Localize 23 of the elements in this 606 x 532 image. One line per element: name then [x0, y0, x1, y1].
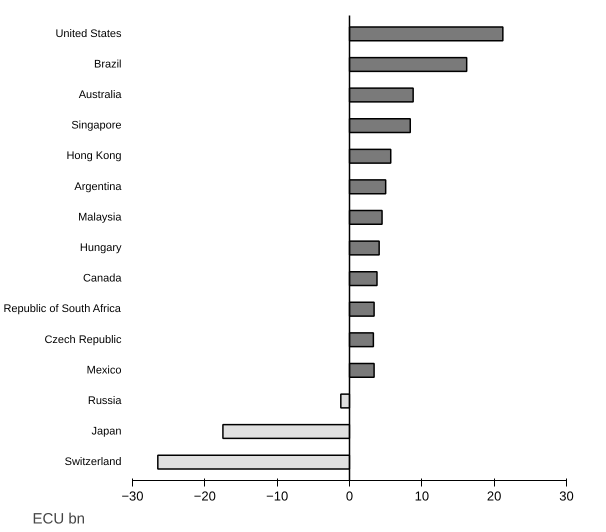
y-tick-label: Hungary	[80, 242, 122, 254]
y-tick-label: Canada	[82, 272, 122, 285]
x-tick-label: −10	[266, 488, 288, 504]
y-tick-label: Switzerland	[64, 456, 122, 468]
x-tick-label: −30	[121, 488, 144, 504]
y-tick-label: Czech Republic	[44, 334, 122, 346]
x-tick-label: 10	[414, 488, 430, 504]
y-tick-label: Mexico	[86, 364, 122, 376]
x-tick-label: 20	[486, 488, 502, 504]
x-axis-title: ECU bn	[32, 510, 86, 528]
y-tick-label: Malaysia	[78, 211, 122, 224]
y-tick-label: Japan	[92, 426, 122, 438]
y-tick-label: Australia	[78, 89, 122, 102]
y-tick-label: Singapore	[71, 120, 122, 132]
y-tick-label: Argentina	[74, 180, 122, 193]
x-tick-label: 0	[346, 488, 354, 504]
y-tick-label: Republic of South Africa	[3, 303, 122, 316]
y-tick-label: Brazil	[94, 58, 122, 70]
x-tick-label: −20	[194, 488, 216, 504]
y-tick-label: United States	[55, 28, 122, 40]
y-tick-label: Hong Kong	[66, 150, 122, 162]
y-tick-label: Russia	[88, 394, 122, 407]
x-tick-label: 30	[559, 488, 574, 504]
